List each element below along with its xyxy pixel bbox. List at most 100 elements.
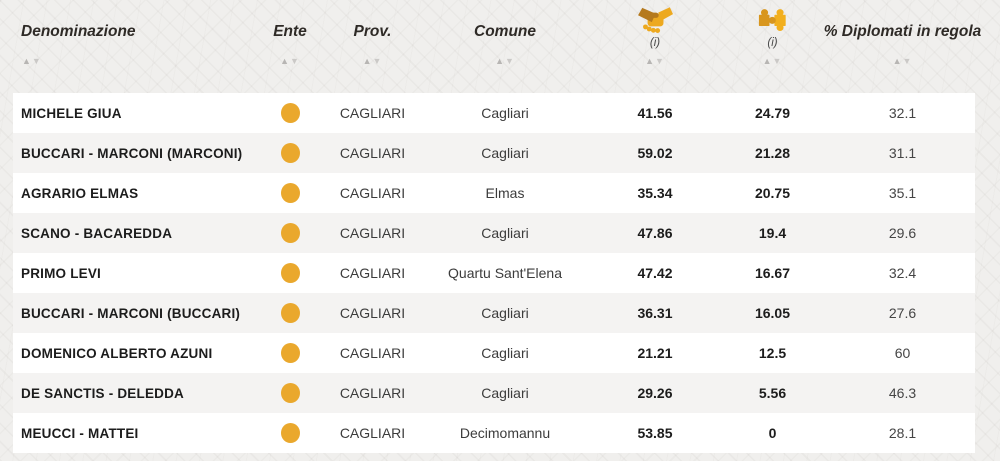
cell-prov: CAGLIARI <box>339 305 406 321</box>
cell-handshake-value: 41.56 <box>637 105 673 121</box>
cell-ente <box>250 343 330 363</box>
cell-prov: CAGLIARI <box>339 105 406 121</box>
sort-asc-icon[interactable]: ▲ <box>495 56 505 66</box>
column-label-prov: Prov. <box>353 23 392 40</box>
sort-control-puzzle[interactable]: ▲▼ <box>763 56 783 67</box>
cell-denominazione[interactable]: DE SANCTIS - DELEDDA <box>21 385 185 401</box>
sort-desc-icon[interactable]: ▼ <box>772 56 783 66</box>
cell-comune: Elmas <box>485 185 525 201</box>
sort-desc-icon[interactable]: ▼ <box>372 56 383 66</box>
sort-asc-icon[interactable]: ▲ <box>362 56 373 66</box>
cell-prov: CAGLIARI <box>339 185 406 201</box>
cell-denominazione[interactable]: MICHELE GIUA <box>21 105 122 121</box>
table-body: MICHELE GIUA CAGLIARI Cagliari 41.56 24.… <box>13 93 975 453</box>
cell-denominazione[interactable]: AGRARIO ELMAS <box>21 185 139 201</box>
cell-handshake-value: 53.85 <box>637 425 673 441</box>
cell-ente <box>250 223 330 243</box>
sort-asc-icon[interactable]: ▲ <box>762 56 773 66</box>
sort-asc-icon[interactable]: ▲ <box>280 56 290 66</box>
sort-control-prov[interactable]: ▲▼ <box>363 56 383 67</box>
cell-prov: CAGLIARI <box>339 345 406 361</box>
cell-diplomati-value: 32.1 <box>888 105 917 121</box>
sort-desc-icon[interactable]: ▼ <box>655 56 665 66</box>
cell-prov: CAGLIARI <box>339 145 406 161</box>
table-row[interactable]: SCANO - BACAREDDA CAGLIARI Cagliari 47.8… <box>13 213 975 253</box>
sort-desc-icon[interactable]: ▼ <box>290 56 300 66</box>
cell-ente <box>250 143 330 163</box>
sort-control-ente[interactable]: ▲▼ <box>280 56 300 67</box>
handshake-icon <box>637 6 673 34</box>
sort-asc-icon[interactable]: ▲ <box>645 56 655 66</box>
cell-puzzle-value: 16.05 <box>754 305 791 321</box>
sort-control-diplomati[interactable]: ▲▼ <box>893 56 913 67</box>
cell-puzzle-value: 5.56 <box>758 385 787 401</box>
cell-diplomati-value: 46.3 <box>888 385 917 401</box>
cell-comune: Cagliari <box>481 145 529 161</box>
cell-diplomati-value: 29.6 <box>888 225 917 241</box>
cell-denominazione[interactable]: PRIMO LEVI <box>21 265 102 281</box>
info-icon[interactable]: (i) <box>649 37 661 49</box>
sort-asc-icon[interactable]: ▲ <box>892 56 903 66</box>
column-header-prov: Prov. ▲▼ <box>330 0 415 93</box>
cell-puzzle-value: 19.4 <box>758 225 787 241</box>
cell-diplomati-value: 60 <box>894 345 911 361</box>
ente-dot-icon <box>280 263 300 283</box>
table-row[interactable]: BUCCARI - MARCONI (BUCCARI) CAGLIARI Cag… <box>13 293 975 333</box>
cell-handshake-value: 36.31 <box>637 305 673 321</box>
cell-denominazione[interactable]: MEUCCI - MATTEI <box>21 425 139 441</box>
sort-control-comune[interactable]: ▲▼ <box>495 56 515 67</box>
cell-prov: CAGLIARI <box>339 265 406 281</box>
cell-diplomati-value: 31.1 <box>888 145 917 161</box>
table-header: Denominazione ▲▼ Ente ▲▼ Prov. ▲▼ Comune… <box>13 0 981 93</box>
cell-denominazione[interactable]: DOMENICO ALBERTO AZUNI <box>21 345 213 361</box>
ente-dot-icon <box>280 103 300 123</box>
sort-control-denominazione[interactable]: ▲▼ <box>22 56 42 67</box>
cell-handshake-value: 21.21 <box>637 345 673 361</box>
cell-puzzle-value: 0 <box>768 425 777 441</box>
cell-denominazione[interactable]: BUCCARI - MARCONI (BUCCARI) <box>21 305 241 321</box>
table-row[interactable]: BUCCARI - MARCONI (MARCONI) CAGLIARI Cag… <box>13 133 975 173</box>
table-row[interactable]: DOMENICO ALBERTO AZUNI CAGLIARI Cagliari… <box>13 333 975 373</box>
ente-dot-icon <box>280 303 300 323</box>
column-header-denominazione: Denominazione ▲▼ <box>13 0 250 93</box>
cell-handshake-value: 59.02 <box>637 145 673 161</box>
cell-handshake-value: 29.26 <box>637 385 673 401</box>
ente-dot-icon <box>280 383 300 403</box>
cell-ente <box>250 423 330 443</box>
table-row[interactable]: AGRARIO ELMAS CAGLIARI Elmas 35.34 20.75… <box>13 173 975 213</box>
sort-desc-icon[interactable]: ▼ <box>505 56 515 66</box>
table-row[interactable]: MEUCCI - MATTEI CAGLIARI Decimomannu 53.… <box>13 413 975 453</box>
cell-ente <box>250 303 330 323</box>
cell-handshake-value: 47.86 <box>637 225 673 241</box>
ente-dot-icon <box>280 183 300 203</box>
column-header-comune: Comune ▲▼ <box>415 0 595 93</box>
cell-ente <box>250 263 330 283</box>
cell-comune: Cagliari <box>481 225 529 241</box>
cell-comune: Quartu Sant'Elena <box>448 265 562 281</box>
cell-prov: CAGLIARI <box>339 385 406 401</box>
cell-denominazione[interactable]: BUCCARI - MARCONI (MARCONI) <box>21 145 243 161</box>
sort-desc-icon[interactable]: ▼ <box>902 56 913 66</box>
cell-comune: Cagliari <box>481 385 529 401</box>
cell-handshake-value: 35.34 <box>637 185 673 201</box>
table-row[interactable]: PRIMO LEVI CAGLIARI Quartu Sant'Elena 47… <box>13 253 975 293</box>
cell-puzzle-value: 20.75 <box>754 185 791 201</box>
column-header-handshake: (i) ▲▼ <box>595 0 715 93</box>
sort-desc-icon[interactable]: ▼ <box>31 56 42 66</box>
ente-dot-icon <box>280 343 300 363</box>
cell-prov: CAGLIARI <box>339 225 406 241</box>
sort-asc-icon[interactable]: ▲ <box>22 56 32 66</box>
sort-control-handshake[interactable]: ▲▼ <box>645 56 665 67</box>
cell-puzzle-value: 16.67 <box>754 265 791 281</box>
cell-diplomati-value: 27.6 <box>888 305 917 321</box>
table-row[interactable]: MICHELE GIUA CAGLIARI Cagliari 41.56 24.… <box>13 93 975 133</box>
cell-denominazione[interactable]: SCANO - BACAREDDA <box>21 225 173 241</box>
column-label-diplomati: % Diplomati in regola <box>823 23 982 40</box>
cell-puzzle-value: 24.79 <box>754 105 791 121</box>
cell-prov: CAGLIARI <box>339 425 406 441</box>
table-row[interactable]: DE SANCTIS - DELEDDA CAGLIARI Cagliari 2… <box>13 373 975 413</box>
info-icon[interactable]: (i) <box>767 37 778 49</box>
cell-ente <box>250 103 330 123</box>
column-header-puzzle: (i) ▲▼ <box>715 0 830 93</box>
